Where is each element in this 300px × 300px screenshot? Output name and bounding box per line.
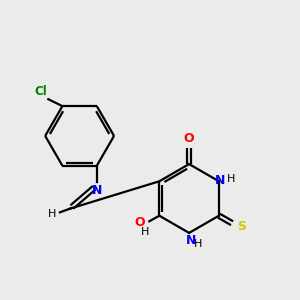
Text: N: N [185, 235, 196, 248]
Text: H: H [48, 209, 56, 219]
Text: H: H [226, 174, 235, 184]
Text: S: S [237, 220, 246, 232]
Text: N: N [92, 184, 103, 196]
Text: O: O [134, 216, 145, 229]
Text: O: O [184, 132, 194, 145]
Text: Cl: Cl [34, 85, 47, 98]
Text: H: H [194, 239, 202, 249]
Text: N: N [215, 174, 226, 187]
Text: H: H [140, 227, 149, 237]
